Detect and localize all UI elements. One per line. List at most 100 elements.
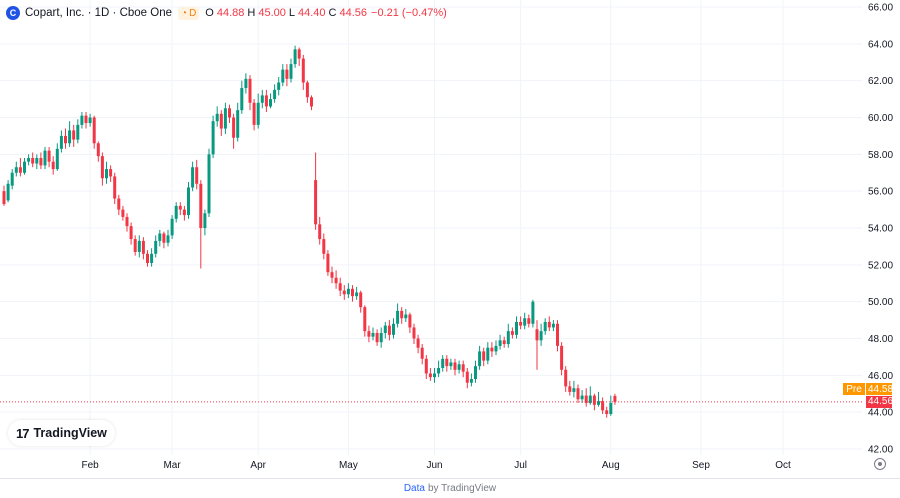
premarket-label: Pre bbox=[843, 383, 865, 396]
candle-body bbox=[273, 89, 277, 100]
candle-down bbox=[453, 358, 457, 376]
x-tick-label: Jul bbox=[514, 460, 527, 471]
symbol-title[interactable]: Copart, Inc. · 1D · Cboe One bbox=[25, 7, 173, 19]
candle-body bbox=[330, 272, 334, 278]
candle-body bbox=[387, 325, 391, 335]
candle-body bbox=[310, 97, 313, 107]
candle-body bbox=[76, 124, 80, 140]
candle-down bbox=[39, 152, 43, 170]
chart-canvas[interactable]: 42.00 44.00 46.00 48.00 50.00 52.00 54.00 56.00… bbox=[0, 0, 900, 478]
candle-down bbox=[248, 75, 252, 111]
candle-body bbox=[502, 340, 506, 345]
candle-body bbox=[539, 331, 543, 341]
delayed-data-badge[interactable]: ◔ D bbox=[178, 6, 200, 20]
x-tick-label: Jun bbox=[426, 460, 442, 471]
candle-body bbox=[396, 310, 400, 324]
candle-up bbox=[449, 358, 453, 370]
candle-down bbox=[334, 270, 338, 289]
candle-body bbox=[453, 362, 457, 370]
candle-body bbox=[474, 366, 477, 380]
candle-body bbox=[305, 82, 309, 98]
candle-down bbox=[109, 165, 113, 182]
candle-body bbox=[346, 288, 350, 295]
candle-down bbox=[146, 250, 149, 267]
candle-up bbox=[80, 111, 84, 129]
candle-body bbox=[375, 332, 379, 343]
candle-body bbox=[318, 224, 322, 240]
candle-up bbox=[572, 380, 576, 398]
candle-body bbox=[6, 183, 10, 201]
candle-body bbox=[195, 167, 199, 184]
candle-body bbox=[117, 198, 121, 210]
candle-body bbox=[556, 323, 559, 346]
candle-up bbox=[207, 148, 211, 217]
candle-body bbox=[351, 288, 354, 297]
candle-down bbox=[535, 320, 539, 370]
candle-body bbox=[498, 340, 502, 346]
candle-down bbox=[113, 172, 117, 205]
candle-down bbox=[64, 128, 67, 149]
candle-down bbox=[31, 152, 35, 168]
y-tick-label: 62.00 bbox=[868, 76, 893, 87]
last-price-tag: 44.56 bbox=[866, 395, 894, 408]
ohlc-values: O 44.88 H 45.00 L 44.40 C 44.56 bbox=[205, 7, 368, 19]
y-tick-label: 46.00 bbox=[868, 371, 893, 382]
tradingview-brand-button[interactable]: 17 TradingView bbox=[8, 420, 115, 446]
candle-body bbox=[105, 169, 108, 179]
candle-body bbox=[59, 135, 63, 149]
candle-body bbox=[363, 307, 367, 332]
candle-up bbox=[244, 73, 248, 94]
candle-body bbox=[43, 150, 47, 166]
candle-down bbox=[121, 205, 125, 221]
y-tick-label: 54.00 bbox=[868, 224, 893, 235]
candle-up bbox=[88, 113, 92, 127]
y-tick-label: 58.00 bbox=[868, 150, 893, 161]
candle-up bbox=[76, 119, 80, 144]
candle-body bbox=[154, 240, 158, 254]
candle-up bbox=[281, 64, 285, 87]
candle-body bbox=[252, 102, 256, 125]
candle-body bbox=[551, 323, 555, 328]
grid-lines bbox=[0, 0, 862, 455]
settings-gear-icon[interactable] bbox=[874, 458, 886, 470]
y-tick-label: 60.00 bbox=[868, 113, 893, 124]
candle-down bbox=[510, 327, 514, 339]
candle-body bbox=[449, 362, 453, 367]
time-axis[interactable]: Feb Mar Apr May Jun Jul Aug Sep Oct bbox=[81, 460, 791, 471]
symbol-header: C Copart, Inc. · 1D · Cboe One ◔ D O 44.8… bbox=[6, 5, 447, 21]
data-link[interactable]: Data bbox=[403, 482, 425, 494]
candle-down bbox=[72, 124, 76, 147]
candle-up bbox=[543, 318, 547, 335]
candle-up bbox=[379, 327, 383, 348]
candle-down bbox=[252, 99, 256, 131]
candle-up bbox=[404, 309, 408, 322]
candle-body bbox=[84, 115, 88, 124]
candle-up bbox=[174, 202, 178, 223]
candle-body bbox=[260, 95, 264, 103]
candle-up bbox=[203, 209, 207, 236]
candle-down bbox=[195, 159, 199, 190]
candle-body bbox=[519, 321, 523, 326]
candle-down bbox=[199, 180, 203, 269]
candle-body bbox=[355, 292, 359, 297]
candle-body bbox=[433, 373, 436, 378]
candle-body bbox=[80, 115, 84, 125]
candle-up bbox=[277, 76, 281, 96]
candle-body bbox=[515, 321, 518, 335]
candle-down bbox=[387, 320, 391, 341]
candle-body bbox=[96, 143, 100, 157]
candle-up bbox=[137, 235, 141, 258]
high-value: 45.00 bbox=[258, 7, 286, 19]
tradingview-brand-label: TradingView bbox=[33, 426, 107, 440]
price-axis[interactable]: 42.00 44.00 46.00 48.00 50.00 52.00 54.00 56.00… bbox=[868, 3, 893, 456]
candle-body bbox=[2, 191, 6, 205]
candle-body bbox=[531, 301, 535, 324]
candle-body bbox=[264, 95, 268, 107]
tradingview-logo-icon: 17 bbox=[16, 425, 30, 441]
candle-up bbox=[35, 154, 39, 170]
candle-body bbox=[223, 108, 227, 129]
candle-down bbox=[338, 277, 342, 297]
candle-down bbox=[461, 360, 465, 378]
candle-down bbox=[359, 290, 363, 313]
candle-down bbox=[117, 194, 121, 216]
